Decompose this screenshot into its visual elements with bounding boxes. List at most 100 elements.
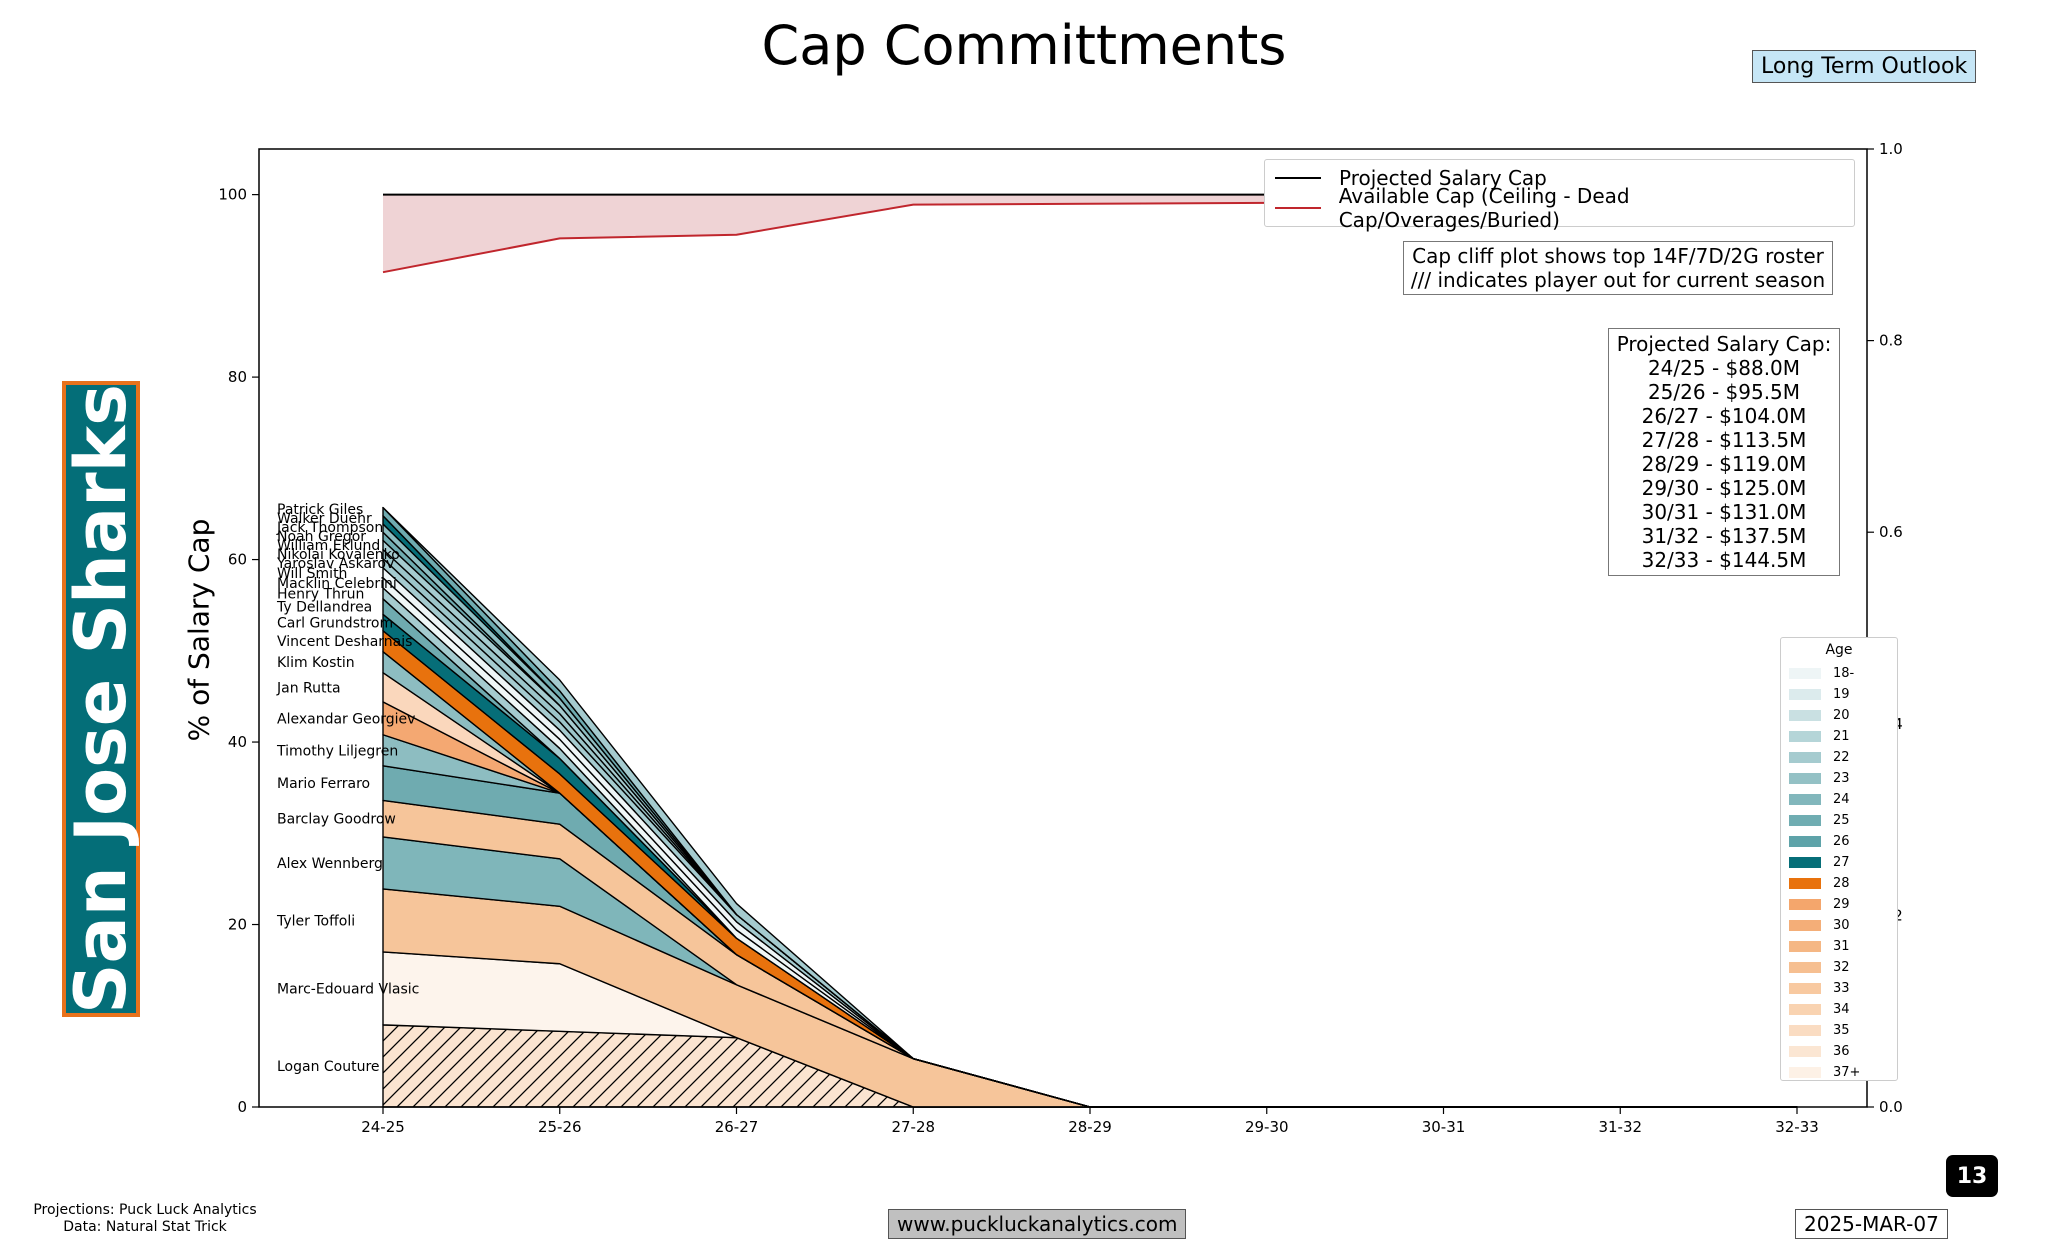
y2-tick-label: 0.6: [1879, 523, 1903, 541]
age-legend-item: 27: [1789, 853, 1850, 871]
plot-frame: [258, 148, 1868, 1108]
player-label: William Eklund: [277, 538, 380, 554]
y-tick-label: 40: [228, 733, 247, 751]
age-swatch: [1789, 1066, 1821, 1078]
long-term-outlook-badge: Long Term Outlook: [1752, 50, 1977, 83]
cap-projection-line: 24/25 - $88.0M: [1647, 356, 1801, 380]
player-label: Henry Thrun: [277, 586, 364, 602]
age-legend-title: Age: [1825, 642, 1853, 658]
player-label: Macklin Celebrini: [277, 576, 397, 592]
cap-projection-line: 29/30 - $125.0M: [1641, 476, 1807, 500]
age-label: 21: [1833, 728, 1850, 744]
age-swatch: [1789, 667, 1821, 679]
age-legend: Age 18- 19 20 21 22 23 24 25 26 27 28 29 30 31 32 33 34 3…: [1780, 637, 1898, 1081]
age-label: 25: [1833, 812, 1850, 828]
age-label: 20: [1833, 707, 1850, 723]
cap-projection-line: 26/27 - $104.0M: [1641, 404, 1807, 428]
age-legend-item: 36: [1789, 1042, 1850, 1060]
player-label: Timothy Liljegren: [276, 743, 398, 759]
cap-projection-line: 31/32 - $137.5M: [1641, 524, 1807, 548]
player-label: Mario Ferraro: [277, 776, 370, 792]
player-label: Walker Duehr: [277, 511, 372, 527]
legend-line-red: [1275, 207, 1321, 209]
age-legend-item: 19: [1789, 685, 1850, 703]
y-tick-label: 0: [237, 1098, 247, 1116]
cap-projection-line: 28/29 - $119.0M: [1641, 452, 1807, 476]
player-label: Will Smith: [277, 566, 347, 582]
age-label: 34: [1833, 1001, 1850, 1017]
cap-cliff-note: Cap cliff plot shows top 14F/7D/2G roste…: [1403, 241, 1833, 295]
y-tick-label: 60: [228, 551, 247, 569]
player-label: Yaroslav Askarov: [276, 556, 394, 572]
legend-label: Projected Salary Cap: [1339, 166, 1547, 190]
age-legend-item: 29: [1789, 895, 1850, 913]
age-swatch: [1789, 730, 1821, 742]
player-areas: [382, 506, 1798, 1108]
age-swatch: [1789, 835, 1821, 847]
age-legend-item: 35: [1789, 1021, 1850, 1039]
legend-line-black: [1275, 177, 1321, 179]
legend-entry-available: Available Cap (Ceiling - Dead Cap/Overag…: [1275, 184, 1854, 232]
cap-heading: Projected Salary Cap:: [1616, 332, 1832, 356]
player-label: Tyler Toffoli: [276, 913, 355, 929]
age-label: 37+: [1833, 1064, 1861, 1080]
age-legend-item: 22: [1789, 748, 1850, 766]
player-label: Noah Gregor: [277, 529, 366, 545]
source-credit: Projections: Puck Luck Analytics Data: N…: [10, 1202, 280, 1236]
cap-projection-line: 32/33 - $144.5M: [1641, 548, 1807, 572]
age-swatch: [1789, 1024, 1821, 1036]
age-label: 26: [1833, 833, 1850, 849]
age-label: 36: [1833, 1043, 1850, 1059]
player-label: Klim Kostin: [277, 655, 355, 671]
website-link[interactable]: www.puckluckanalytics.com: [888, 1209, 1187, 1239]
age-legend-item: 23: [1789, 769, 1850, 787]
age-swatch: [1789, 961, 1821, 973]
available-cap-band: [383, 194, 1797, 273]
age-swatch: [1789, 982, 1821, 994]
x-tick-label: 24-25: [361, 1118, 405, 1136]
axes: 0204060801000.00.20.40.60.81.024-2525-26…: [218, 140, 1903, 1136]
age-swatch: [1789, 793, 1821, 805]
age-legend-item: 24: [1789, 790, 1850, 808]
y2-tick-label: 0.0: [1879, 1098, 1903, 1116]
x-tick-label: 25-26: [538, 1118, 582, 1136]
player-label: Jan Rutta: [276, 680, 341, 696]
age-swatch: [1789, 919, 1821, 931]
age-swatch: [1789, 751, 1821, 763]
age-label: 30: [1833, 917, 1850, 933]
player-label: Alex Wennberg: [277, 856, 383, 872]
source-line: Data: Natural Stat Trick: [63, 1219, 227, 1235]
age-legend-item: 21: [1789, 727, 1850, 745]
age-label: 32: [1833, 959, 1850, 975]
x-tick-label: 29-30: [1245, 1118, 1289, 1136]
age-swatch: [1789, 709, 1821, 721]
player-label: Nikolai Kovalenko: [277, 547, 400, 563]
team-banner: San Jose Sharks: [60, 381, 142, 1017]
x-tick-label: 26-27: [715, 1118, 759, 1136]
age-label: 23: [1833, 770, 1850, 786]
age-legend-item: 25: [1789, 811, 1850, 829]
age-label: 29: [1833, 896, 1850, 912]
date-label: 2025-MAR-07: [1795, 1209, 1948, 1239]
player-label: Jack Thompson: [276, 520, 383, 536]
cap-projection-line: 30/31 - $131.0M: [1641, 500, 1807, 524]
cap-projection-line: 25/26 - $95.5M: [1647, 380, 1801, 404]
age-swatch: [1789, 688, 1821, 700]
cap-projection-line: 27/28 - $113.5M: [1641, 428, 1807, 452]
x-tick-label: 27-28: [891, 1118, 935, 1136]
age-legend-item: 30: [1789, 916, 1850, 934]
age-swatch: [1789, 772, 1821, 784]
cap-lines-list: 24/25 - $88.0M 25/26 - $95.5M 26/27 - $104…: [1609, 356, 1839, 572]
projected-cap-box: Projected Salary Cap: 24/25 - $88.0M 25/2…: [1608, 328, 1840, 576]
line-legend: Projected Salary Cap Available Cap (Ceil…: [1264, 159, 1855, 232]
age-label: 28: [1833, 875, 1850, 891]
legend-entry-projected: Projected Salary Cap: [1275, 166, 1547, 190]
x-tick-label: 32-33: [1775, 1118, 1819, 1136]
age-label: 22: [1833, 749, 1850, 765]
age-legend-item: 34: [1789, 1000, 1850, 1018]
player-label: Patrick Giles: [277, 502, 363, 518]
age-legend-item: 33: [1789, 979, 1850, 997]
chart-title: Cap Committments: [761, 14, 1287, 77]
player-labels: Logan Couture Marc-Edouard Vlasic Tyler To…: [276, 502, 419, 1075]
